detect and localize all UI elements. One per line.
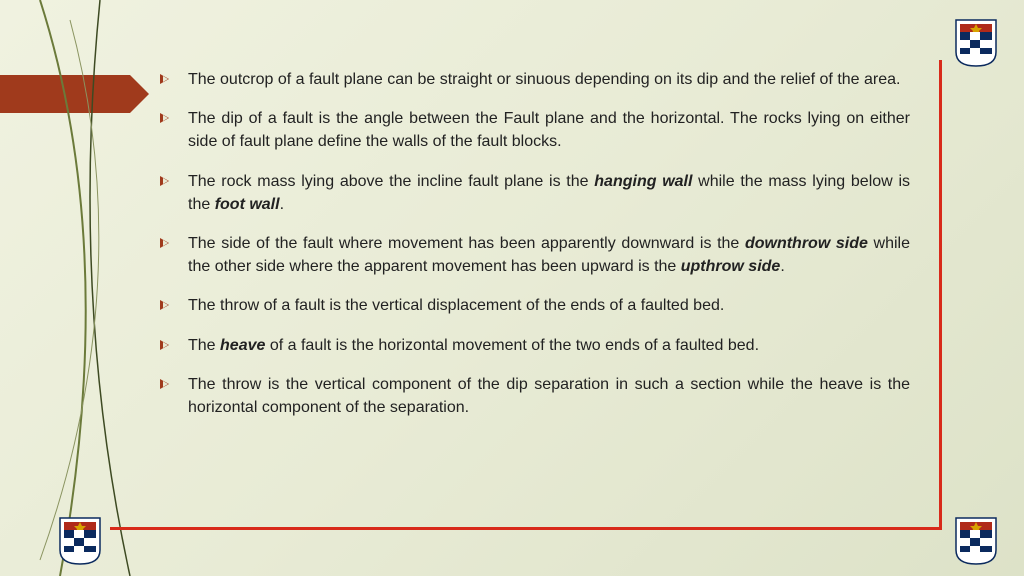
bullet-text: The throw of a fault is the vertical dis…: [188, 297, 724, 314]
horizontal-rule: [110, 527, 942, 530]
crest-logo-bottom-right: [954, 516, 998, 566]
crest-logo-bottom-left: [58, 516, 102, 566]
list-item: The outcrop of a fault plane can be stra…: [160, 68, 910, 91]
accent-arrow-banner: [0, 75, 130, 113]
bold-term: upthrow side: [681, 258, 781, 275]
bullet-text: The dip of a fault is the angle between …: [188, 110, 910, 150]
vertical-rule: [939, 60, 942, 530]
list-item: The rock mass lying above the incline fa…: [160, 170, 910, 216]
bold-term: heave: [220, 337, 265, 354]
bold-term: hanging wall: [594, 173, 692, 190]
bullet-list: The outcrop of a fault plane can be stra…: [160, 68, 910, 419]
bullet-text: .: [280, 196, 284, 213]
bold-term: downthrow side: [745, 235, 868, 252]
bullet-text: .: [780, 258, 784, 275]
bullet-text: of a fault is the horizontal movement of…: [265, 337, 759, 354]
crest-logo-top-right: [954, 18, 998, 68]
bullet-text: The outcrop of a fault plane can be stra…: [188, 71, 900, 88]
bullet-text: The: [188, 337, 220, 354]
bullet-text: The side of the fault where movement has…: [188, 235, 745, 252]
list-item: The heave of a fault is the horizontal m…: [160, 334, 910, 357]
list-item: The side of the fault where movement has…: [160, 232, 910, 278]
list-item: The throw is the vertical component of t…: [160, 373, 910, 419]
bold-term: foot wall: [215, 196, 280, 213]
slide-body: The outcrop of a fault plane can be stra…: [160, 68, 910, 435]
list-item: The dip of a fault is the angle between …: [160, 107, 910, 153]
bullet-text: The throw is the vertical component of t…: [188, 376, 910, 416]
list-item: The throw of a fault is the vertical dis…: [160, 294, 910, 317]
bullet-text: The rock mass lying above the incline fa…: [188, 173, 594, 190]
